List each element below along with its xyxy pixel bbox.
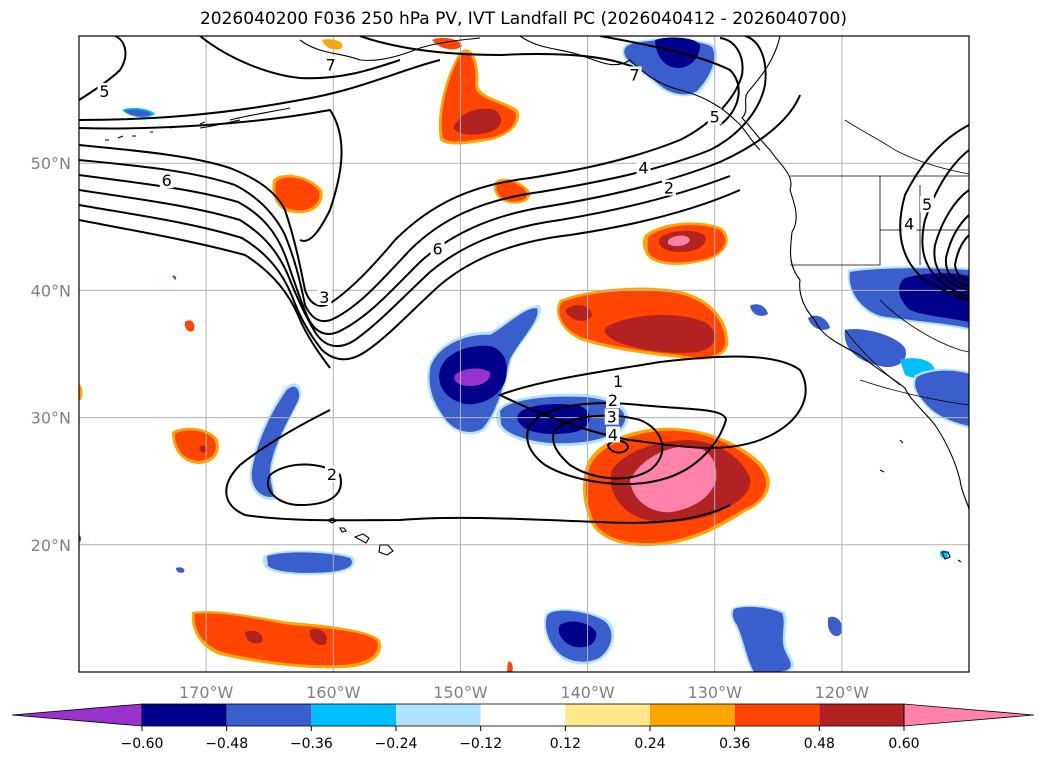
contour-label: 2 — [327, 465, 337, 484]
colorbar-segment — [396, 704, 481, 726]
contour-label-bg — [323, 56, 338, 73]
contour-label: 3 — [607, 408, 617, 427]
colorbar-tick-label: 0.24 — [634, 736, 665, 752]
colorbar-frame — [141, 703, 905, 727]
contour-label-bg — [661, 179, 676, 196]
colorbar-segment — [226, 704, 312, 726]
colorbar-tick-label: 0.60 — [888, 736, 919, 752]
contour-label-bg — [627, 66, 642, 83]
plot-area — [79, 36, 969, 672]
contour-label: 3 — [319, 288, 329, 307]
contour-label-bg — [430, 240, 445, 257]
colorbar-tick-label: 0.36 — [719, 736, 750, 752]
contour-label: 4 — [904, 214, 914, 233]
lat-tick-label: 50°N — [31, 154, 71, 173]
colorbar-segment — [142, 704, 227, 726]
colorbar-extend-low — [11, 703, 143, 727]
contour-label: 5 — [99, 82, 109, 101]
latitude-labels: 20°N 30°N 40°N 50°N — [31, 154, 71, 555]
colorbar-tick-label: 0.12 — [550, 736, 581, 752]
colorbar-tick-label: −0.60 — [121, 736, 164, 752]
contour-label: 4 — [608, 425, 618, 444]
lat-tick-label: 40°N — [31, 281, 71, 300]
colorbar-segment — [565, 704, 650, 726]
contour-label: 2 — [664, 179, 674, 198]
contour-label-bg — [325, 465, 340, 482]
positive-ivt-blob-mid — [556, 287, 729, 360]
contour-label-bg — [604, 408, 619, 425]
positive-ivt-blob-43n — [642, 222, 728, 265]
contour-label: 7 — [326, 55, 336, 74]
plot-frame — [78, 35, 970, 673]
contour-label: 6 — [432, 240, 442, 259]
contour-label: 2 — [608, 391, 618, 410]
lon-tick-label: 170°W — [179, 683, 234, 702]
positive-ivt-blob-south — [583, 427, 770, 547]
contour-label: 5 — [922, 195, 932, 214]
map-title: 2026040200 F036 250 hPa PV, IVT Landfall… — [199, 9, 847, 29]
negative-ivt-blob-west — [427, 305, 541, 435]
lon-tick-label: 160°W — [306, 683, 361, 702]
contour-label-bg — [606, 392, 620, 409]
contour-label: 4 — [638, 158, 648, 177]
contour-label-bg — [611, 372, 626, 389]
negative-ivt-blob-south — [543, 605, 843, 672]
lat-tick-label: 30°N — [31, 409, 71, 428]
coastlines — [105, 36, 969, 563]
colorbar-segment — [311, 704, 396, 726]
colorbar-tick-label: −0.36 — [290, 736, 333, 752]
contour-label-bg — [317, 289, 332, 306]
contour-label-bg — [97, 82, 112, 99]
contour-label: 1 — [613, 372, 623, 391]
colorbar-segment — [819, 704, 904, 726]
lon-tick-label: 140°W — [560, 683, 615, 702]
lon-tick-label: 150°W — [433, 683, 488, 702]
contour-label: 6 — [162, 171, 172, 190]
contour-label: 7 — [630, 65, 640, 84]
lat-tick-label: 20°N — [31, 536, 71, 555]
contour-label-bg — [707, 108, 722, 125]
negative-ivt-blob-hawaii — [249, 383, 355, 575]
colorbar-tick-label: −0.48 — [205, 736, 248, 752]
contour-label-bg — [902, 215, 917, 232]
gridlines — [79, 36, 969, 672]
lon-tick-label: 120°W — [815, 683, 870, 702]
colorbar-extend-high — [903, 703, 1035, 727]
colorbar-segment — [650, 704, 735, 726]
ivt-shading — [79, 37, 969, 672]
contour-label-bg — [920, 196, 935, 213]
pv-contours — [79, 36, 969, 524]
contour-label-bg — [636, 159, 651, 176]
colorbar-segment — [734, 704, 820, 726]
colorbar-tick-label: −0.24 — [375, 736, 418, 752]
lon-tick-label: 130°W — [688, 683, 743, 702]
colorbar-tick-label: 0.48 — [804, 736, 835, 752]
colorbar: −0.60 −0.48 −0.36 −0.24 −0.12 0.12 0.24 0.36 0.4… — [11, 703, 1035, 752]
contour-label: 5 — [710, 107, 720, 126]
contour-label-bg — [159, 172, 174, 189]
colorbar-tick-label: −0.12 — [459, 736, 502, 752]
colorbar-segment — [480, 704, 566, 726]
longitude-labels: 170°W 160°W 150°W 140°W 130°W 120°W — [179, 683, 869, 702]
contour-label-bg — [606, 426, 620, 443]
